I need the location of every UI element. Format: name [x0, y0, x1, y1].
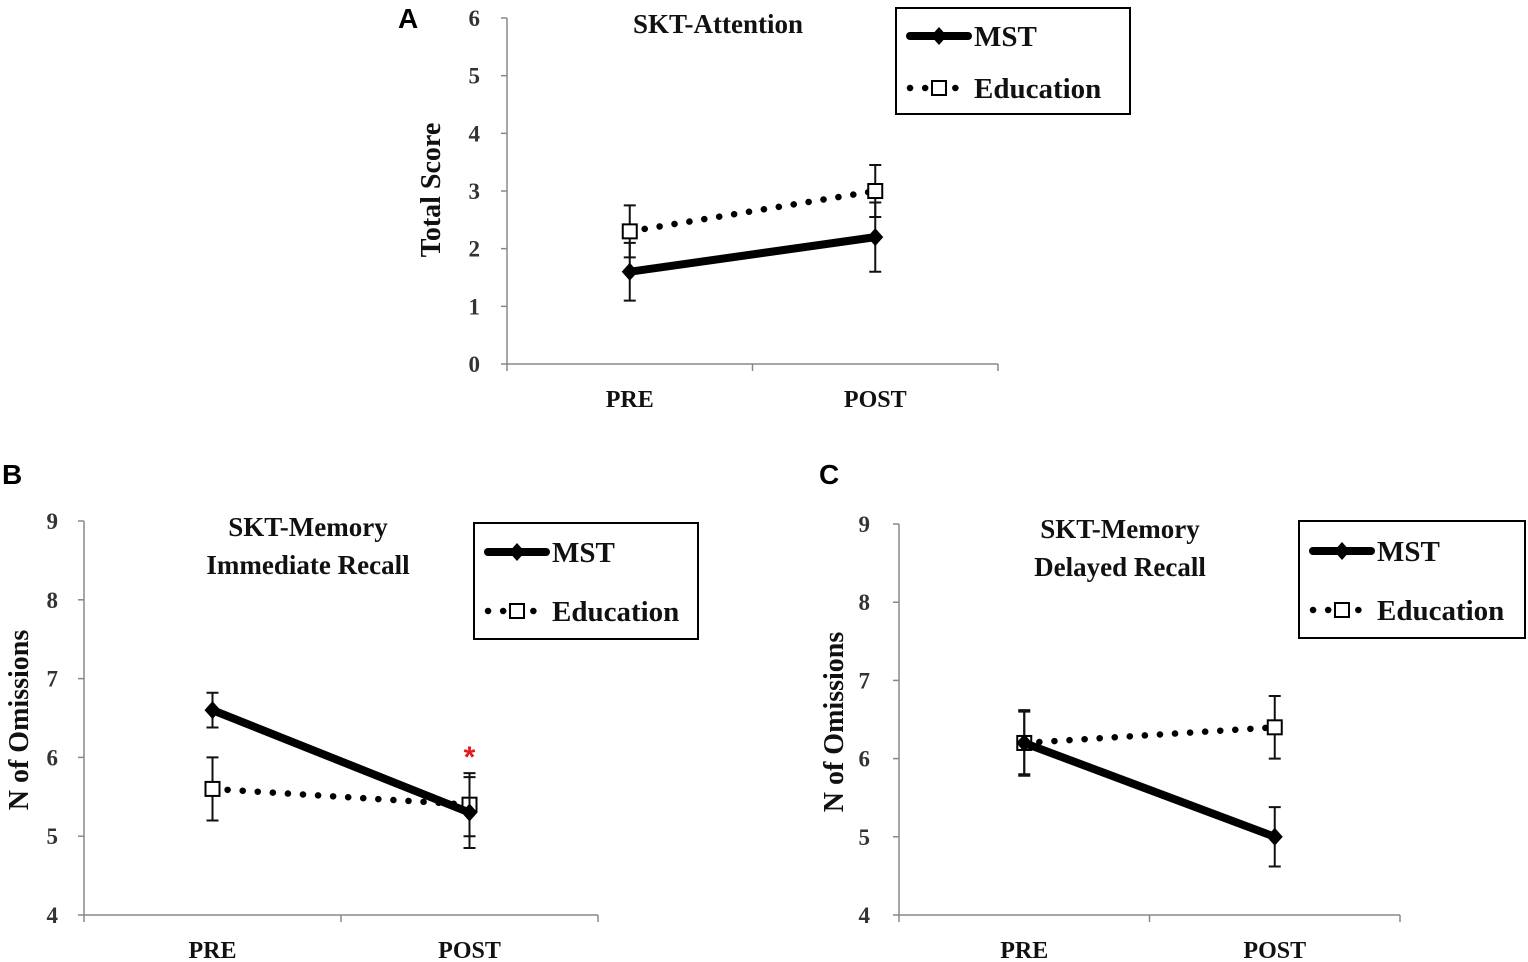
x-tick-label: PRE: [606, 387, 654, 413]
x-tick-label: POST: [844, 387, 907, 413]
x-tick-label: PRE: [189, 938, 237, 962]
series-line-mst: [208, 706, 474, 817]
data-point-mst: [621, 262, 638, 281]
y-tick-label: 6: [859, 747, 871, 772]
y-tick-label: 5: [469, 64, 481, 89]
legend-label-mst: MST: [1377, 536, 1440, 568]
chart-panel-C: C SKT-Memory Delayed Recall N of Omissions 4…: [819, 459, 1526, 962]
y-tick-label: 5: [859, 825, 871, 850]
chart-title: SKT-Attention: [633, 9, 803, 39]
y-tick-label: 4: [859, 903, 871, 928]
y-tick-label: 0: [469, 352, 481, 377]
y-tick-label: 2: [469, 237, 481, 262]
y-tick-label: 8: [859, 590, 871, 615]
x-tick-label: PRE: [1000, 938, 1048, 962]
series-line-education: [626, 187, 879, 235]
chart-panel-A: A SKT-Attention Total Score 0 1 2 3 4 5 6 PRE POST M…: [398, 3, 1131, 413]
data-point-mst: [461, 803, 478, 822]
legend-box: [895, 7, 1131, 115]
series-line-education: [1021, 724, 1278, 747]
y-tick-label: 6: [469, 6, 481, 31]
chart-title: Immediate Recall: [206, 550, 410, 580]
legend-marker-education: [509, 603, 525, 619]
data-point-education: [204, 780, 221, 797]
legend-label-mst: MST: [552, 537, 615, 569]
y-tick-label: 3: [469, 179, 481, 204]
x-tick-label: POST: [438, 938, 501, 962]
data-point-mst: [867, 228, 884, 247]
y-tick-label: 6: [47, 745, 59, 770]
legend-label-education: Education: [974, 73, 1101, 105]
legend-marker-education: [931, 80, 947, 96]
panel-letter: B: [2, 459, 22, 490]
legend-label-education: Education: [1377, 595, 1504, 627]
y-axis-label: N of Omissions: [4, 630, 35, 811]
series-line-education: [209, 785, 473, 808]
legend-marker-education: [1334, 602, 1350, 618]
series-line-mst: [625, 233, 880, 276]
data-point-mst: [1016, 733, 1033, 752]
data-point-mst: [204, 701, 221, 720]
y-tick-label: 4: [47, 903, 59, 928]
legend-marker-mst: [1334, 542, 1350, 560]
y-axis-label: N of Omissions: [819, 632, 850, 813]
y-tick-label: 7: [47, 667, 59, 692]
y-tick-label: 7: [859, 668, 871, 693]
legend: MST Education: [473, 522, 699, 640]
data-point-mst: [1266, 827, 1283, 846]
legend-label-education: Education: [552, 596, 679, 628]
y-tick-label: 9: [859, 512, 871, 537]
legend-marker-mst: [931, 27, 947, 45]
y-tick-label: 9: [47, 509, 59, 534]
chart-title: Delayed Recall: [1034, 552, 1206, 582]
y-tick-label: 4: [469, 121, 481, 146]
panel-letter: A: [398, 3, 418, 34]
y-tick-label: 5: [47, 824, 59, 849]
legend-marker-mst: [509, 543, 525, 561]
legend-box: [1298, 520, 1526, 639]
chart-title: SKT-Memory: [1040, 514, 1200, 544]
legend-box: [473, 522, 699, 640]
panel-letter: C: [819, 459, 839, 490]
legend: MST Education: [895, 7, 1131, 115]
significance-marker: *: [464, 741, 476, 774]
series-line-mst: [1020, 738, 1279, 841]
chart-panel-B: B SKT-Memory Immediate Recall N of Omission…: [2, 459, 699, 962]
legend: MST Education: [1298, 520, 1526, 639]
data-point-education: [621, 223, 638, 240]
legend-label-mst: MST: [974, 21, 1037, 53]
data-point-education: [1266, 719, 1283, 736]
y-axis-label: Total Score: [416, 123, 447, 258]
data-point-education: [867, 183, 884, 199]
y-tick-label: 8: [47, 588, 59, 613]
y-tick-label: 1: [469, 294, 481, 319]
chart-title: SKT-Memory: [228, 512, 388, 542]
x-tick-label: POST: [1243, 938, 1306, 962]
